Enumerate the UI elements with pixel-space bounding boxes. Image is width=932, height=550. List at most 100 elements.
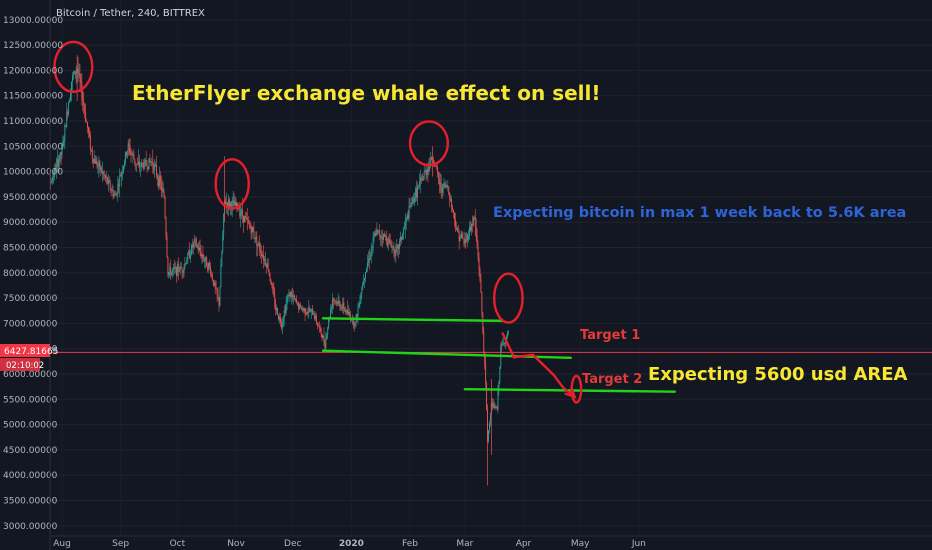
price-axis[interactable]: 3000.00000 3500.00000 4000.00000 4500.00000… [0,0,63,550]
candle [154,164,156,171]
current-price-tag: 6427.81665 02:10:02 [0,344,58,371]
candle [464,239,466,244]
candle [53,176,54,178]
candle [208,263,210,270]
candle [466,234,468,242]
candle [277,308,279,316]
candle [384,234,385,237]
candle [393,246,395,253]
candle [279,316,280,320]
candle [259,242,261,250]
candle [292,295,294,298]
x-tick-label: May [571,539,590,549]
candle [261,252,262,257]
candle [504,342,506,344]
candle [452,207,454,210]
candle [340,307,342,309]
candle [175,267,176,269]
candle [489,415,491,424]
candle [140,166,141,168]
y-tick-label: 12500.00000 [3,41,63,51]
candle [404,222,406,228]
candle [233,200,235,206]
candle [494,406,496,409]
candle [502,343,504,346]
candle [270,280,272,285]
candle [461,233,463,239]
candle [471,223,472,231]
candle [162,187,164,193]
candle [499,366,501,382]
candle [378,230,380,232]
y-tick-label: 3000.00000 [3,522,58,532]
candle [188,251,190,255]
candle [102,171,104,173]
candle [310,310,312,312]
candle [399,241,401,249]
candle [262,255,263,257]
candle [316,322,318,325]
candles [38,55,932,486]
candle [88,132,90,136]
candle [357,307,359,317]
candle [387,238,389,246]
candle [364,277,366,281]
candle [210,274,212,276]
candle [480,279,482,293]
candle [371,246,373,249]
candle [137,164,139,165]
candle [400,237,401,242]
candle [318,326,320,328]
candle [146,164,148,167]
candle [156,164,158,176]
candle [190,254,192,259]
candle [242,209,244,216]
candle [313,314,314,316]
candle [433,159,435,164]
candle [143,161,145,169]
candle [317,324,319,327]
projection-arrow [501,332,576,398]
candle [62,142,64,148]
candle [97,165,99,167]
candle [419,181,420,187]
candle [268,269,270,274]
candle [293,295,295,298]
candle [186,261,188,265]
candle [431,157,433,160]
candle [250,228,252,234]
candle [79,72,81,82]
candle [492,403,494,408]
candle [256,236,258,247]
candle [65,125,67,127]
candle [71,81,72,94]
candle [498,381,500,391]
x-tick-label: Dec [284,539,301,549]
time-axis[interactable]: Aug Sep Oct Nov Dec 2020 Feb Mar Apr May Jun [50,535,932,549]
candle [308,308,310,313]
candle [132,153,134,155]
candle [267,263,269,270]
candle [153,164,155,171]
candle [101,168,103,173]
candle [401,234,403,240]
candle [394,252,396,256]
candle [319,326,321,329]
candle [235,201,237,206]
candle [306,312,308,315]
candle [87,122,88,128]
candle [358,303,360,308]
candle [116,193,118,195]
candle [185,263,187,265]
candle [478,257,480,270]
candle [380,236,382,238]
candle [368,258,370,260]
candle [416,188,418,198]
candle [496,407,498,410]
candle [436,166,437,167]
y-tick-label: 7500.00000 [3,294,58,304]
candle [503,342,505,344]
candle [106,177,108,184]
candle [453,209,454,213]
